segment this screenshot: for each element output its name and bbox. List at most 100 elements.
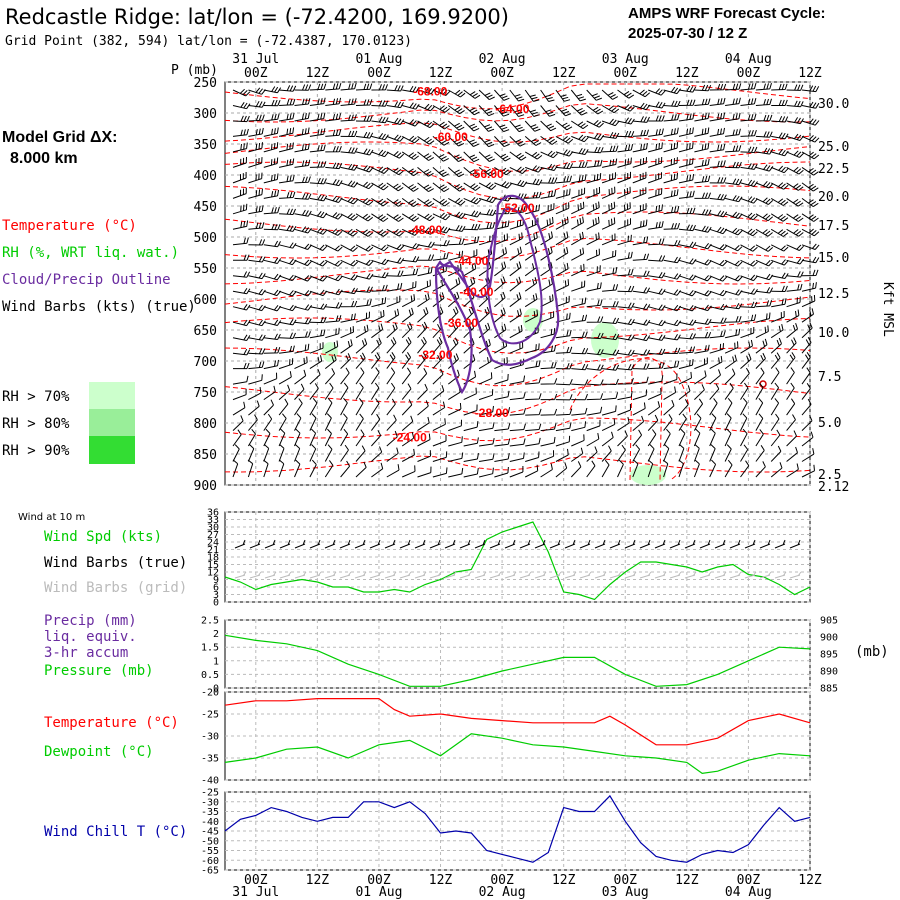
cloud-outline (434, 194, 560, 395)
wind-barb (309, 368, 321, 385)
wind-barb (725, 145, 742, 153)
temperature-contour (224, 211, 811, 243)
wind-barb (694, 357, 708, 370)
wind-barb (447, 151, 465, 163)
wind-barb (617, 377, 634, 385)
wind-barb (601, 186, 616, 199)
wind10m-barb-true (309, 539, 321, 549)
wind10m-barb-grid (609, 571, 622, 579)
panel-tick-label: 18 (207, 553, 219, 564)
wind-barb (309, 177, 327, 185)
height-tick-label: 17.5 (818, 219, 849, 234)
wind-barb (355, 273, 374, 280)
wind-barb (540, 311, 555, 323)
wind-barb (432, 352, 443, 369)
wind-barb (755, 300, 773, 308)
top-hour-label: 12Z (306, 66, 330, 81)
wind-barb (632, 253, 650, 261)
wind-barb (325, 244, 343, 252)
wind-barb (571, 148, 589, 155)
wind-barb (355, 445, 366, 462)
wind-barb (694, 127, 710, 137)
wind-barb (540, 294, 554, 308)
top-hour-label: 12Z (798, 66, 822, 81)
wind-barb (786, 323, 798, 339)
wind-barb (278, 444, 285, 462)
precip-sub1: liq. equiv. (44, 629, 137, 645)
wind-barb (724, 259, 743, 267)
wind-barb (648, 156, 663, 168)
wind-barb (571, 134, 589, 143)
wind-barb (540, 216, 554, 230)
wind-barb (663, 127, 679, 137)
wind-speed-line (224, 521, 811, 601)
wind-barb (325, 259, 343, 267)
wind-barb (309, 355, 323, 370)
wind-barb (448, 105, 465, 115)
wind-barb (417, 352, 427, 369)
wind-barb (509, 193, 527, 200)
pressure-tick-label: 895 (820, 650, 838, 661)
wind-barb (263, 189, 280, 199)
wind-barb (386, 166, 404, 176)
wind-barb (478, 389, 494, 401)
wind-barb (632, 319, 651, 326)
wind-barb (402, 102, 420, 110)
wind-barb (724, 275, 743, 282)
wind-barb (771, 149, 789, 157)
wind-barb (432, 182, 450, 193)
wind-barb (232, 287, 251, 295)
wind-barb (525, 343, 540, 354)
wind-barb (617, 251, 633, 261)
wind-barb (355, 311, 370, 323)
wind-barb (632, 349, 651, 356)
wind10m-barb-true (384, 539, 396, 549)
wind-barb (309, 329, 326, 339)
wind-barb (601, 217, 616, 230)
wind-barb (340, 196, 359, 205)
wind-barb (232, 375, 249, 385)
wind10m-barb-grid (579, 571, 592, 579)
wind-barb (294, 112, 310, 122)
wind-barb (801, 269, 819, 277)
wind-barb (525, 437, 541, 447)
wind10m-barb-true (294, 539, 306, 549)
wind-barb (340, 98, 357, 106)
wind-barb (525, 423, 542, 432)
wind-barb (248, 374, 263, 385)
panel-tick-label: -25 (201, 710, 219, 721)
wind-barb (709, 83, 727, 91)
wind-barb (786, 150, 805, 158)
wind-barb (601, 105, 620, 114)
wind-barb (632, 459, 639, 478)
wind-barb (232, 172, 247, 184)
wind-barb (524, 309, 539, 323)
barbs-grid-label: Wind Barbs (grid) (44, 580, 187, 596)
wind-barb (740, 428, 748, 447)
wind-barb (325, 315, 342, 323)
pressure-line (224, 634, 811, 687)
temperature-contour-label: -68.00 (413, 85, 447, 99)
wind-barb (278, 242, 297, 249)
wind-barb (525, 393, 542, 401)
pressure-tick-label: 905 (820, 616, 838, 627)
wind-barb (463, 196, 482, 205)
wind-barb (755, 367, 765, 385)
wind-barb (447, 306, 459, 323)
wind-barb (447, 353, 459, 369)
wind10m-barb-grid (384, 571, 397, 579)
wind-barb (571, 187, 586, 199)
wind-barb (263, 142, 279, 153)
panel-tick-label: 21 (207, 545, 219, 556)
wind-barb (432, 197, 450, 207)
wind-barb (586, 446, 598, 462)
wind-barb (309, 97, 326, 106)
wind-barb (694, 209, 712, 216)
wind-barb (324, 444, 333, 462)
wind-barb (324, 354, 337, 369)
wind-barb (632, 363, 650, 370)
wind-barb (617, 285, 635, 293)
wind-barb (740, 97, 757, 106)
top-date-label: 03 Aug (602, 52, 649, 67)
wind-barb (448, 250, 464, 261)
